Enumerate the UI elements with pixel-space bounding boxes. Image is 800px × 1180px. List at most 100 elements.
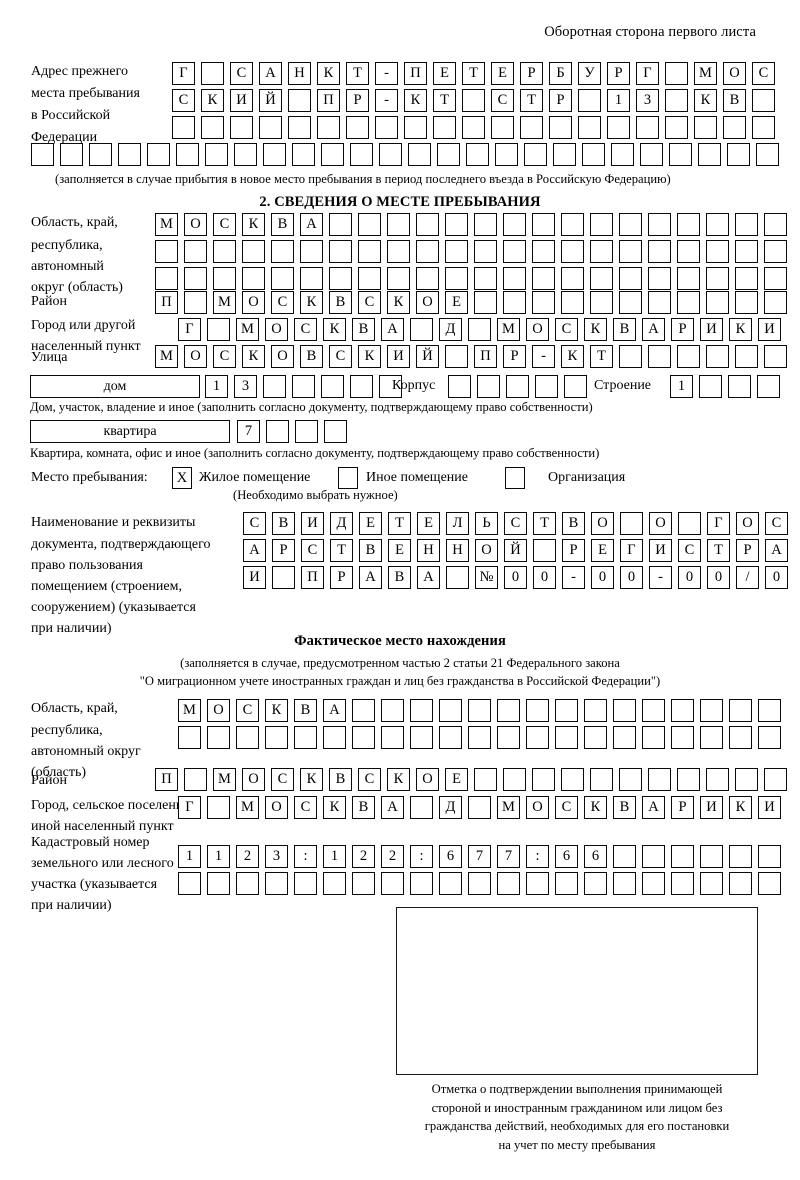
prev-address-r4-cell-20[interactable]	[582, 143, 605, 166]
document-r3-cell-2[interactable]	[272, 566, 295, 589]
document-r1-cell-4[interactable]: Д	[330, 512, 353, 535]
prev-address-r4-cell-11[interactable]	[321, 143, 344, 166]
actual-district-cell-21[interactable]	[735, 768, 758, 791]
region-r3-cell-18[interactable]	[648, 267, 671, 290]
actual-city-cell-10[interactable]: Д	[439, 796, 462, 819]
document-r1-cell-8[interactable]: Л	[446, 512, 469, 535]
actual-region-r1-cell-16[interactable]	[613, 699, 636, 722]
prev-address-r1-cell-13[interactable]: Р	[520, 62, 543, 85]
actual-district-cell-8[interactable]: С	[358, 768, 381, 791]
cadastral-r1-cell-1[interactable]: 1	[178, 845, 201, 868]
district-cell-11[interactable]: Е	[445, 291, 468, 314]
document-r1-cell-11[interactable]: Т	[533, 512, 556, 535]
prev-address-r3-cell-7[interactable]	[346, 116, 369, 139]
region-r3-cell-17[interactable]	[619, 267, 642, 290]
city-cell-3[interactable]: М	[236, 318, 259, 341]
region-r1-cell-20[interactable]	[706, 213, 729, 236]
actual-region-r1-cell-10[interactable]	[439, 699, 462, 722]
region-r2-cell-8[interactable]	[358, 240, 381, 263]
street-cell-18[interactable]	[648, 345, 671, 368]
region-r3-cell-7[interactable]	[329, 267, 352, 290]
prev-address-r1-cell-19[interactable]: М	[694, 62, 717, 85]
street-cell-5[interactable]: О	[271, 345, 294, 368]
confirmation-stamp-box[interactable]	[396, 907, 758, 1075]
region-r3-cell-21[interactable]	[735, 267, 758, 290]
district-cell-3[interactable]: М	[213, 291, 236, 314]
region-r2-cell-4[interactable]	[242, 240, 265, 263]
region-r2-cell-20[interactable]	[706, 240, 729, 263]
prev-address-r1-cell-7[interactable]: Т	[346, 62, 369, 85]
actual-city-cell-13[interactable]: О	[526, 796, 549, 819]
flat-cell-2[interactable]	[266, 420, 289, 443]
cadastral-r1-cell-2[interactable]: 1	[207, 845, 230, 868]
actual-region-r1-cell-13[interactable]	[526, 699, 549, 722]
cadastral-r1-cell-10[interactable]: 6	[439, 845, 462, 868]
cadastral-r2-cell-5[interactable]	[294, 872, 317, 895]
cadastral-r1-cell-17[interactable]	[642, 845, 665, 868]
city-cell-11[interactable]	[468, 318, 491, 341]
actual-region-r2-cell-3[interactable]	[236, 726, 259, 749]
region-r1-cell-7[interactable]	[329, 213, 352, 236]
prev-address-r2-cell-8[interactable]: -	[375, 89, 398, 112]
prev-address-r4-cell-13[interactable]	[379, 143, 402, 166]
district-cell-6[interactable]: К	[300, 291, 323, 314]
actual-region-r2-cell-11[interactable]	[468, 726, 491, 749]
stroenie-row[interactable]: 1	[670, 375, 786, 398]
document-r3-cell-4[interactable]: Р	[330, 566, 353, 589]
document-r3-cell-1[interactable]: И	[243, 566, 266, 589]
document-r2-cell-16[interactable]: С	[678, 539, 701, 562]
region-r3-cell-15[interactable]	[561, 267, 584, 290]
actual-region-r2-cell-17[interactable]	[642, 726, 665, 749]
document-r3-cell-11[interactable]: 0	[533, 566, 556, 589]
actual-region-r2-cell-9[interactable]	[410, 726, 433, 749]
city-cell-19[interactable]: И	[700, 318, 723, 341]
region-r2-cell-15[interactable]	[561, 240, 584, 263]
prev-address-r2-cell-15[interactable]	[578, 89, 601, 112]
region-r3-cell-13[interactable]	[503, 267, 526, 290]
city-cell-4[interactable]: О	[265, 318, 288, 341]
prev-address-r4-cell-17[interactable]	[495, 143, 518, 166]
district-cell-14[interactable]	[532, 291, 555, 314]
prev-address-r1-cell-12[interactable]: Е	[491, 62, 514, 85]
city-cell-18[interactable]: Р	[671, 318, 694, 341]
city-cell-6[interactable]: К	[323, 318, 346, 341]
checkbox-organization[interactable]	[505, 467, 525, 489]
actual-district-cell-3[interactable]: М	[213, 768, 236, 791]
actual-city-cell-17[interactable]: А	[642, 796, 665, 819]
cadastral-r2-cell-1[interactable]	[178, 872, 201, 895]
cadastral-r2-cell-7[interactable]	[352, 872, 375, 895]
street-cell-19[interactable]	[677, 345, 700, 368]
prev-address-r2-cell-9[interactable]: К	[404, 89, 427, 112]
document-r3-cell-15[interactable]: -	[649, 566, 672, 589]
actual-region-r1-cell-21[interactable]	[758, 699, 781, 722]
city-cell-20[interactable]: К	[729, 318, 752, 341]
document-r1-cell-15[interactable]: О	[649, 512, 672, 535]
document-r3-cell-5[interactable]: А	[359, 566, 382, 589]
actual-city-cell-21[interactable]: И	[758, 796, 781, 819]
actual-city-cell-5[interactable]: С	[294, 796, 317, 819]
actual-region-r2-cell-14[interactable]	[555, 726, 578, 749]
cadastral-r1-cell-16[interactable]	[613, 845, 636, 868]
prev-address-r1-cell-2[interactable]	[201, 62, 224, 85]
street-cell-20[interactable]	[706, 345, 729, 368]
region-r2-cell-2[interactable]	[184, 240, 207, 263]
street-cell-9[interactable]: И	[387, 345, 410, 368]
prev-address-r3-cell-15[interactable]	[578, 116, 601, 139]
flat-cell-1[interactable]: 7	[237, 420, 260, 443]
prev-address-r4-cell-26[interactable]	[756, 143, 779, 166]
region-r1-cell-18[interactable]	[648, 213, 671, 236]
prev-address-r3-cell-2[interactable]	[201, 116, 224, 139]
prev-address-r3-cell-12[interactable]	[491, 116, 514, 139]
city-cell-7[interactable]: В	[352, 318, 375, 341]
document-r3-cell-3[interactable]: П	[301, 566, 324, 589]
actual-region-r1-cell-7[interactable]	[352, 699, 375, 722]
prev-address-r3-cell-18[interactable]	[665, 116, 688, 139]
document-r3-cell-12[interactable]: -	[562, 566, 585, 589]
region-r1-cell-10[interactable]	[416, 213, 439, 236]
region-r3-cell-10[interactable]	[416, 267, 439, 290]
prev-address-r1-cell-5[interactable]: Н	[288, 62, 311, 85]
actual-region-r1-cell-12[interactable]	[497, 699, 520, 722]
actual-district-cell-18[interactable]	[648, 768, 671, 791]
